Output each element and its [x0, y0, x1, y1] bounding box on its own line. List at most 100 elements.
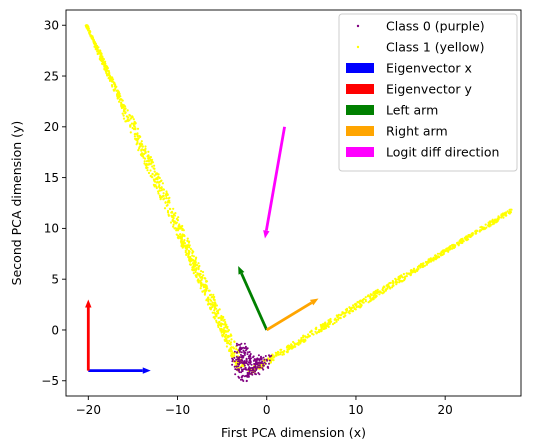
class-1-point	[429, 257, 432, 260]
class-1-point	[235, 348, 238, 351]
class-1-point	[147, 150, 150, 153]
class-0-point	[242, 346, 245, 349]
class-1-point	[502, 213, 505, 216]
class-1-point	[166, 192, 169, 195]
class-1-point	[207, 289, 210, 292]
class-1-point	[180, 244, 183, 248]
class-1-point	[215, 307, 218, 310]
class-1-point	[177, 225, 180, 228]
class-1-point	[434, 256, 437, 259]
class-1-point	[155, 186, 158, 190]
class-0-points	[231, 342, 273, 383]
class-0-point	[240, 359, 242, 362]
class-1-point	[200, 283, 204, 286]
class-1-point	[131, 116, 134, 119]
class-1-point	[403, 279, 406, 282]
arrow-left-arm	[238, 265, 269, 331]
class-1-point	[96, 50, 99, 53]
class-0-point	[243, 364, 246, 367]
class-1-point	[112, 78, 115, 81]
class-1-point	[138, 143, 141, 146]
class-1-point	[405, 272, 408, 275]
plot-frame	[65, 9, 522, 397]
class-0-point	[268, 354, 270, 357]
class-0-point	[252, 359, 255, 362]
class-1-point	[214, 313, 217, 316]
class-1-point	[183, 239, 186, 242]
class-1-point	[269, 361, 272, 364]
class-1-point	[135, 137, 138, 141]
class-1-point	[144, 147, 147, 150]
class-1-point	[188, 240, 191, 243]
class-0-point	[255, 368, 258, 371]
legend-label: Class 0 (purple)	[386, 19, 485, 34]
class-1-point	[172, 207, 175, 210]
class-1-point	[327, 319, 330, 322]
class-1-point	[189, 263, 192, 266]
class-1-point	[168, 207, 171, 210]
class-1-point	[367, 301, 370, 304]
class-0-point	[235, 368, 238, 371]
class-1-point	[182, 240, 185, 243]
legend-item: Class 0 (purple)	[356, 19, 485, 34]
class-1-point	[388, 282, 391, 285]
class-0-point	[259, 361, 262, 364]
class-1-point	[181, 242, 184, 245]
class-1-point	[148, 163, 151, 166]
class-0-point	[233, 360, 236, 363]
class-1-point	[87, 29, 90, 32]
class-1-point	[373, 293, 376, 296]
class-1-point	[295, 343, 298, 346]
class-1-point	[290, 346, 293, 349]
class-1-point	[229, 350, 233, 353]
class-0-point	[235, 365, 238, 368]
class-1-point	[134, 128, 137, 131]
class-1-point	[311, 332, 314, 335]
class-0-point	[254, 365, 257, 368]
class-1-point	[158, 176, 161, 180]
class-0-point	[251, 373, 254, 376]
class-1-point	[149, 169, 152, 172]
class-0-point	[261, 362, 264, 365]
class-1-point	[122, 104, 125, 107]
class-1-point	[196, 264, 199, 267]
class-1-point	[146, 169, 149, 172]
class-1-point	[228, 335, 231, 338]
class-0-point	[255, 359, 258, 362]
class-1-point	[185, 247, 189, 251]
class-1-point	[163, 207, 167, 210]
class-1-point	[230, 355, 233, 358]
class-1-point	[324, 325, 327, 328]
class-1-point	[152, 167, 155, 170]
class-0-point	[268, 362, 270, 365]
class-1-point	[272, 359, 275, 362]
class-1-point	[354, 308, 357, 311]
arrow-eigenvector-x	[88, 367, 151, 374]
class-0-point	[262, 364, 265, 367]
class-1-point	[140, 140, 143, 143]
class-1-point	[133, 135, 136, 138]
class-1-point	[307, 335, 310, 338]
class-1-point	[158, 189, 161, 192]
class-1-point	[107, 76, 110, 79]
class-1-point	[431, 258, 434, 261]
class-0-point	[237, 356, 240, 359]
class-0-point	[240, 351, 243, 354]
class-1-point	[383, 290, 386, 293]
class-1-point	[230, 353, 233, 356]
y-tick-label: 25	[44, 69, 59, 83]
class-1-point	[428, 260, 431, 263]
class-0-point	[245, 357, 248, 360]
class-1-point	[129, 124, 132, 127]
class-1-point	[120, 102, 123, 106]
class-0-point	[243, 354, 246, 356]
class-1-point	[315, 332, 318, 335]
class-1-point	[162, 188, 165, 191]
class-1-point	[229, 347, 232, 350]
class-1-point	[223, 326, 226, 329]
class-1-point	[136, 127, 140, 130]
class-1-point	[400, 279, 403, 283]
class-1-point	[127, 119, 130, 122]
class-0-point	[243, 360, 246, 362]
class-1-point	[459, 239, 463, 242]
